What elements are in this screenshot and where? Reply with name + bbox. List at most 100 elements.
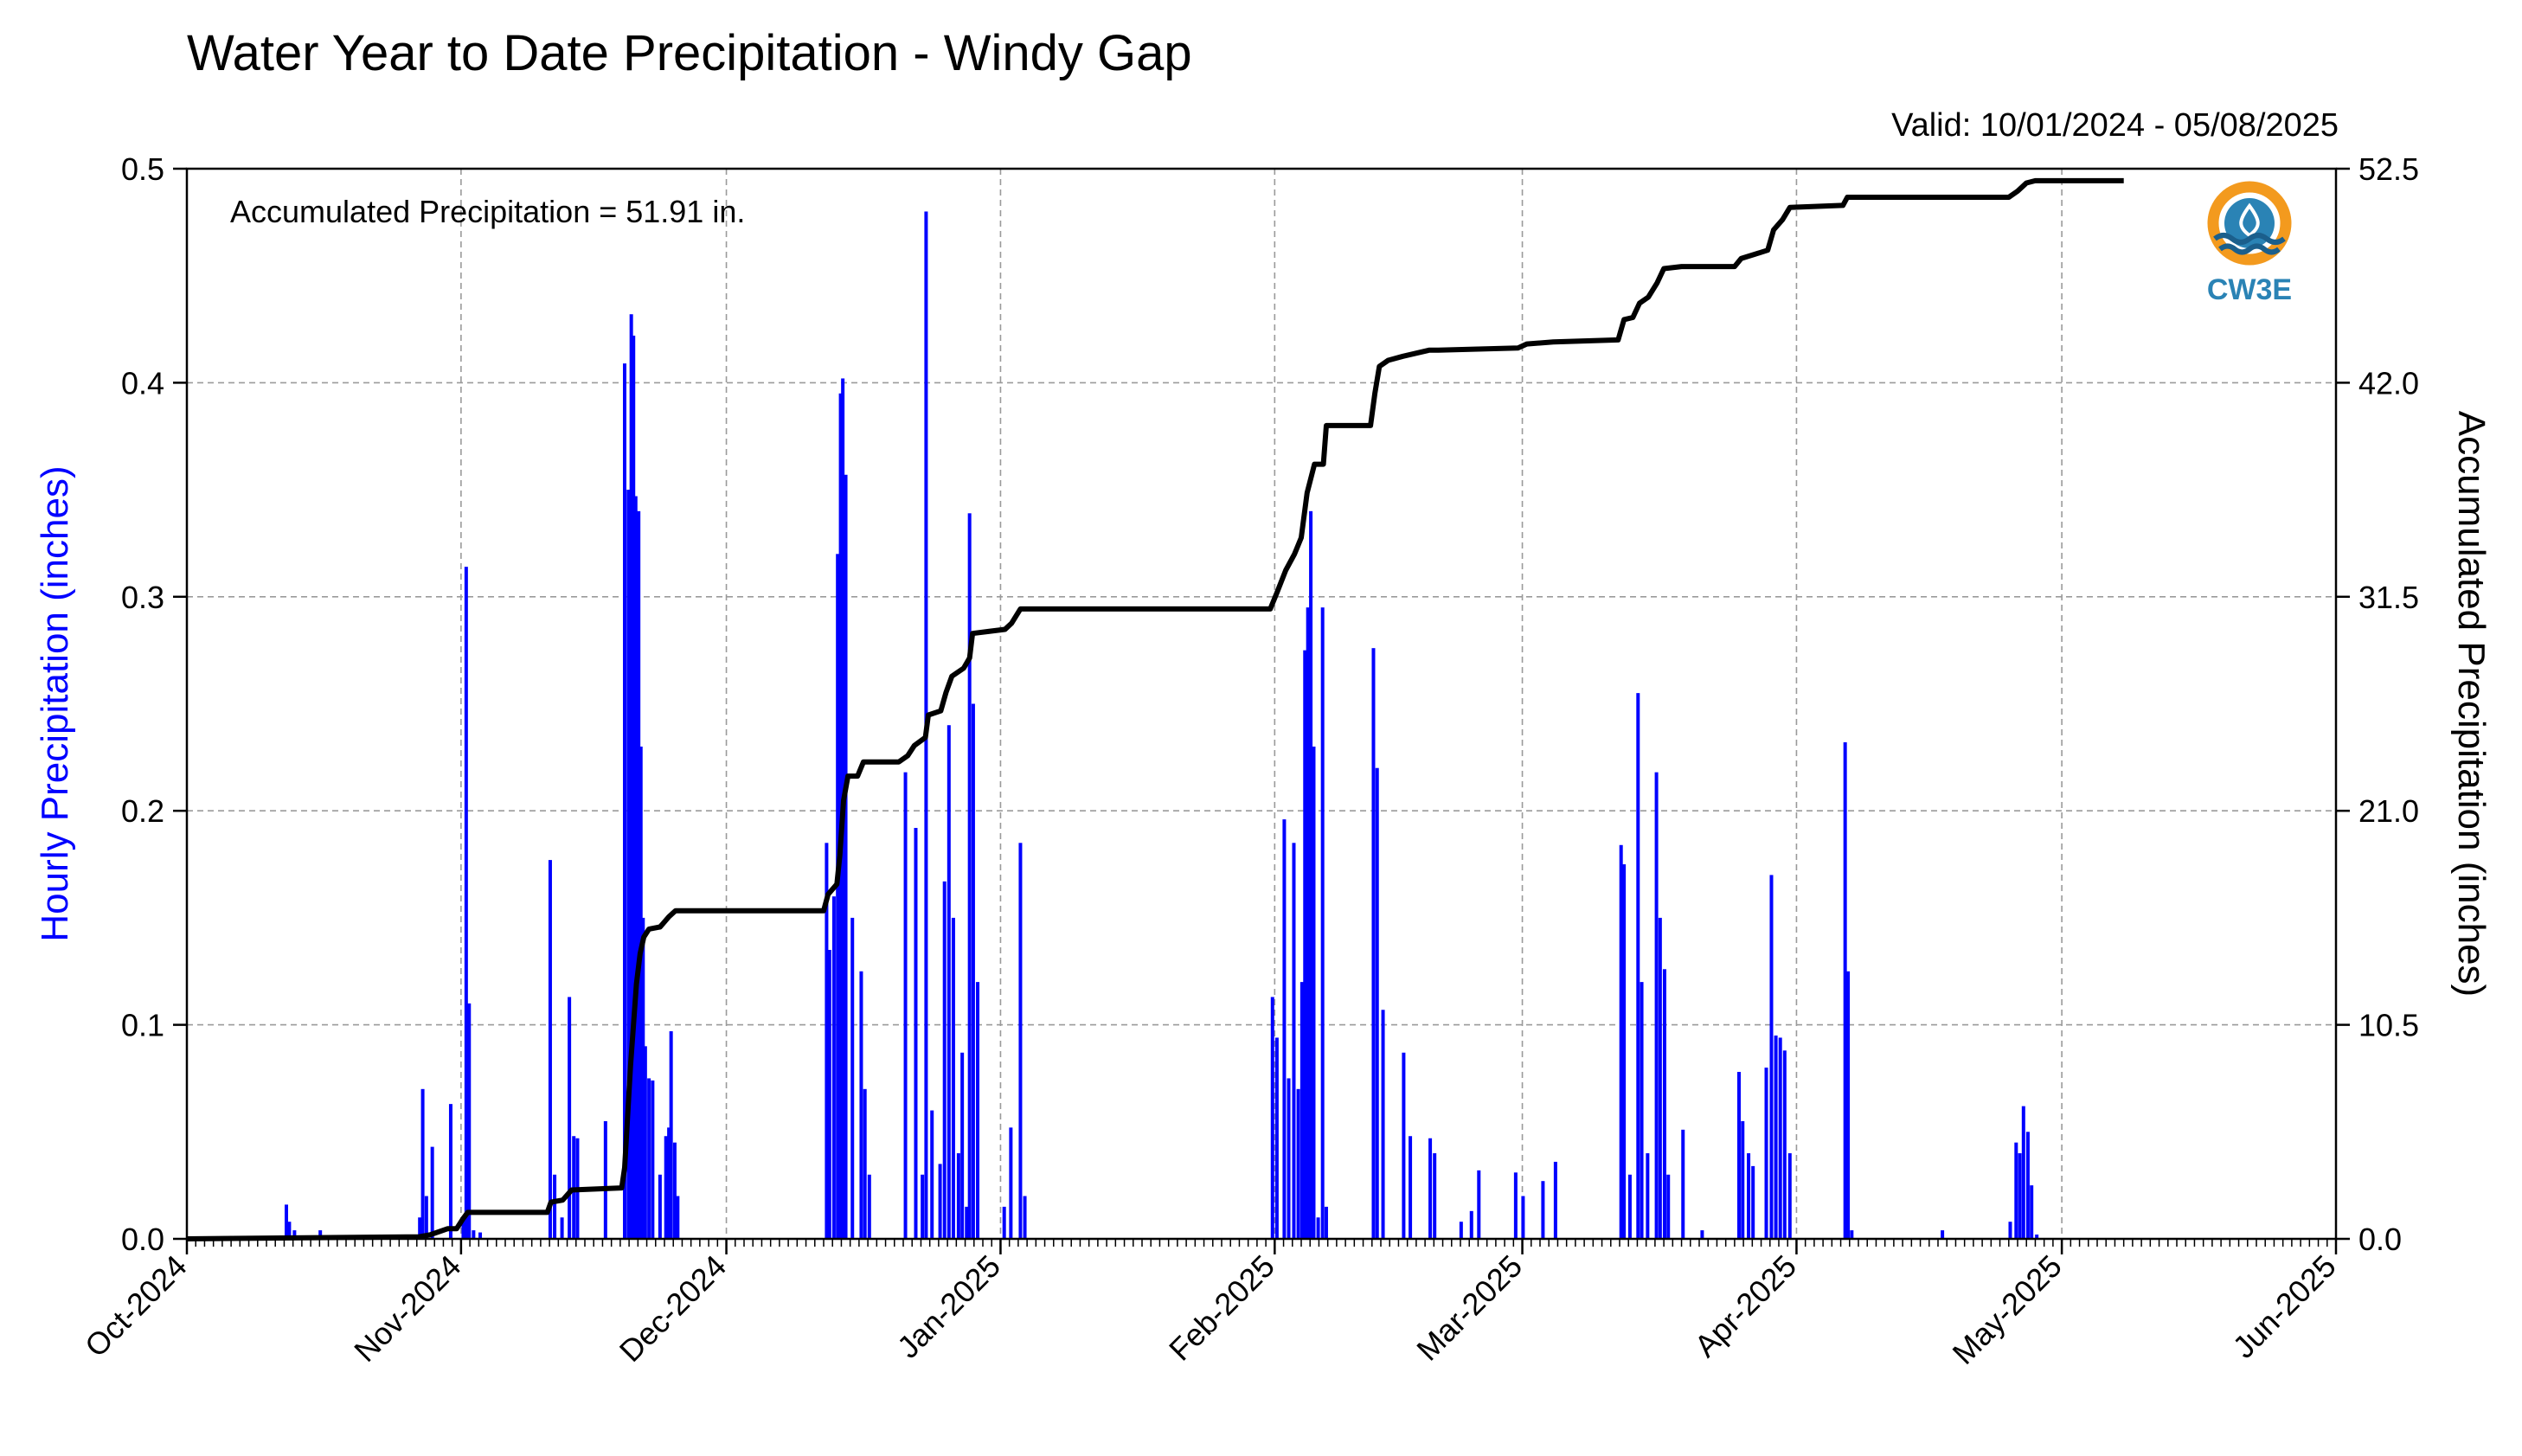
precip-bar [1433,1153,1437,1239]
precip-bar [626,490,631,1239]
precip-bar [1459,1222,1463,1239]
precip-bar [1619,844,1623,1239]
left-y-tick-label: 0.4 [121,365,164,401]
precip-bar [2021,1106,2025,1239]
precip-bar [938,1164,942,1239]
precip-bar [461,1217,465,1239]
x-tick-label: Jan-2025 [890,1248,1007,1365]
x-tick-label: Jun-2025 [2226,1248,2343,1365]
precip-bar [651,1080,655,1239]
precip-bar [859,971,863,1239]
precip-bar [1300,982,1304,1239]
precip-bar [669,1031,673,1239]
precip-bar [1513,1172,1518,1239]
precip-bar [664,1136,668,1239]
precip-bar [1541,1181,1545,1239]
precip-bar [942,881,947,1239]
precip-bar [1371,648,1376,1239]
precip-bar [1270,997,1274,1239]
precip-bar [1636,693,1640,1239]
precip-bar [1747,1153,1751,1239]
right-y-tick-label: 0.0 [2358,1222,2402,1257]
logo-text: CW3E [2207,273,2292,306]
precip-bar [1312,746,1316,1239]
precip-bar [318,1230,323,1239]
precip-bar [921,1174,925,1239]
precip-bar [1843,742,1847,1239]
precip-bar [967,513,972,1239]
precip-bar [827,950,831,1239]
left-y-tick-label: 0.2 [121,793,164,829]
precip-bar [1700,1230,1704,1239]
precip-bar [1009,1127,1013,1239]
left-y-tick-label: 0.3 [121,580,164,615]
precip-bar [285,1204,288,1239]
precip-bar [951,917,955,1239]
water-drop-icon [2239,202,2260,238]
precip-bar [639,746,643,1239]
left-axis-title: Hourly Precipitation (inches) [34,465,76,941]
precip-bar [844,474,848,1239]
precip-bar [464,567,468,1239]
precip-bar [603,1120,607,1239]
precip-bar [850,917,855,1239]
precip-bar [1737,1072,1741,1239]
x-tick-label: Oct-2024 [78,1248,194,1364]
precip-bar [1658,917,1662,1239]
accumulated-precip-line-group [186,177,2124,1241]
precip-bar [976,982,980,1239]
precip-bar [1764,1068,1768,1239]
axes: Oct-2024 Nov-2024 Dec-2024 Jan-2025 Feb-2025… [78,151,2419,1371]
precip-bar [1521,1196,1525,1239]
precip-bar [632,335,636,1240]
left-y-tick-label: 0.5 [121,151,164,187]
precip-bar [467,1003,472,1239]
right-y-tick-label: 21.0 [2358,793,2419,829]
precip-bar [472,1230,476,1239]
right-y-tick-label: 42.0 [2358,365,2419,401]
precip-bar [629,314,633,1240]
precip-bar [1782,1050,1787,1239]
precip-bar [418,1217,422,1239]
precip-bar [478,1232,483,1239]
precip-bar [1287,1078,1291,1239]
precip-bar [1018,843,1023,1239]
precip-bar [1023,1196,1027,1239]
grid-lines [187,169,2336,1239]
precip-bar [553,1174,557,1239]
precip-bar [1654,772,1659,1239]
precip-bar [1428,1138,1433,1239]
precip-bar [947,725,951,1239]
precip-bar [1409,1136,1413,1239]
precip-bar [568,997,572,1239]
precip-bar [641,917,645,1239]
logo-wave-icon [2213,233,2286,245]
precip-bar [867,1174,871,1239]
precip-bar [667,1127,671,1239]
precip-bar [424,1196,428,1239]
right-axis-title: Accumulated Precipitation (inches) [2450,411,2493,997]
precip-bar [1296,1088,1300,1239]
precip-bar [1316,1217,1320,1239]
precip-bar [1774,1035,1778,1239]
precip-bar [1778,1037,1782,1239]
x-tick-label: Nov-2024 [347,1248,467,1369]
left-y-tick-label: 0.1 [121,1008,164,1043]
precip-bar [930,1110,934,1239]
precip-bar [548,860,552,1239]
precip-bar [1681,1129,1685,1239]
precip-bar [971,703,975,1239]
precip-bar [914,827,918,1239]
precip-bar [560,1217,564,1239]
precip-bar [1320,607,1325,1239]
precip-bar [623,363,626,1239]
precip-bar [863,1088,867,1239]
logo-sun-ring [2207,181,2292,266]
precip-bar [1381,1010,1385,1239]
x-tick-label: Apr-2025 [1687,1248,1803,1364]
precip-bar [2030,1185,2034,1239]
precip-bar [2018,1153,2022,1239]
precip-bar [1769,875,1774,1239]
chart-title: Water Year to Date Precipitation - Windy… [187,25,1192,81]
